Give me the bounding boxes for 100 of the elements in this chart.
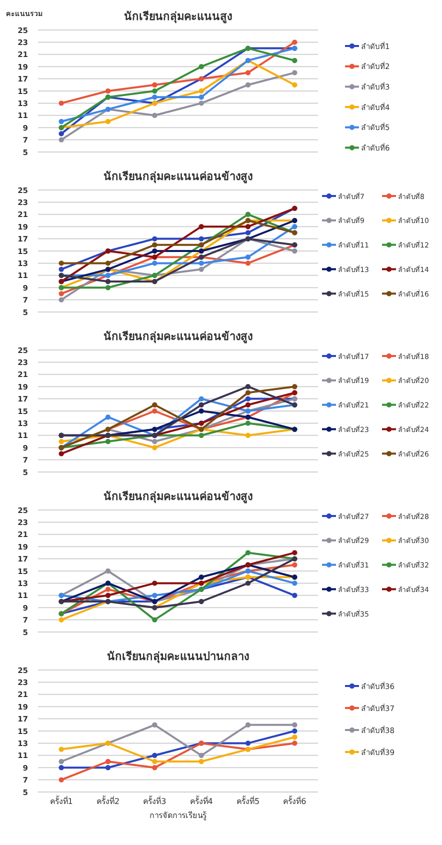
point [292,248,298,254]
point [245,420,251,426]
point [58,260,64,266]
point [58,746,64,752]
point [245,212,251,217]
point [198,752,204,758]
chart-title: นักเรียนกลุ่มคะแนนค่อนข้างสูง [104,490,252,504]
point [292,734,298,740]
point [105,285,111,290]
point [152,445,158,450]
point [152,758,158,764]
point [245,390,251,396]
point [245,224,251,230]
x-tick-label: ครั้งที่2 [96,795,120,806]
point [292,728,298,734]
point [58,118,64,124]
point [58,438,64,444]
point [105,568,111,574]
point [292,40,298,45]
point [105,88,111,94]
point [105,592,111,598]
point [245,740,251,746]
point [245,230,251,236]
point [198,574,204,580]
point [152,580,158,586]
point [292,58,298,64]
point [198,758,204,764]
point [152,94,158,100]
point [152,248,158,254]
point [105,414,111,420]
point [292,580,298,586]
point [292,592,298,598]
point [292,70,298,76]
point [58,137,64,142]
point [58,291,64,296]
point [58,765,64,770]
point [245,550,251,556]
point [198,266,204,272]
x-tick-label: ครั้งที่3 [143,795,166,806]
point [245,70,251,76]
point [198,396,204,402]
point [198,402,204,408]
point [105,758,111,764]
point [292,224,298,230]
point [245,254,251,260]
point [152,765,158,770]
point [245,82,251,88]
point [152,592,158,598]
point [58,451,64,456]
point [105,118,111,124]
x-tick-label: ครั้งที่6 [283,795,306,806]
point [58,131,64,136]
point [292,550,298,556]
point [245,396,251,402]
point [198,94,204,100]
chart-title: นักเรียนกลุ่มคะแนนปานกลาง [107,650,249,664]
point [198,224,204,230]
x-tick-label: ครั้งที่4 [190,795,213,806]
point [152,88,158,94]
point [58,758,64,764]
point [292,562,298,568]
point [245,432,251,438]
point [58,266,64,272]
point [245,384,251,390]
point [105,765,111,770]
point [292,82,298,88]
chart-title: นักเรียนกลุ่มคะแนนค่อนข้างสูง [104,170,252,184]
point [152,260,158,266]
point [152,408,158,414]
point [58,777,64,782]
point [198,408,204,414]
point [58,617,64,622]
chart-title: นักเรียนกลุ่มคะแนนสูง [124,10,232,24]
point [105,438,111,444]
point [245,580,251,586]
point [152,402,158,408]
point [292,722,298,728]
point [152,617,158,622]
point [105,260,111,266]
x-axis-title: การจัดการเรียนรู้ [150,811,208,821]
point [152,242,158,248]
point [152,752,158,758]
point [292,384,298,390]
point [152,722,158,728]
point [152,82,158,88]
point [198,598,204,604]
point [152,112,158,118]
point [105,278,111,284]
point [198,236,204,242]
chart-title: นักเรียนกลุ่มคะแนนค่อนข้างสูง [104,330,252,344]
point [245,402,251,408]
point [152,438,158,444]
point [198,64,204,70]
point [152,236,158,242]
point [58,297,64,302]
x-tick-label: ครั้งที่5 [236,795,260,806]
point [198,260,204,266]
point [105,586,111,592]
point [198,432,204,438]
point [198,88,204,94]
